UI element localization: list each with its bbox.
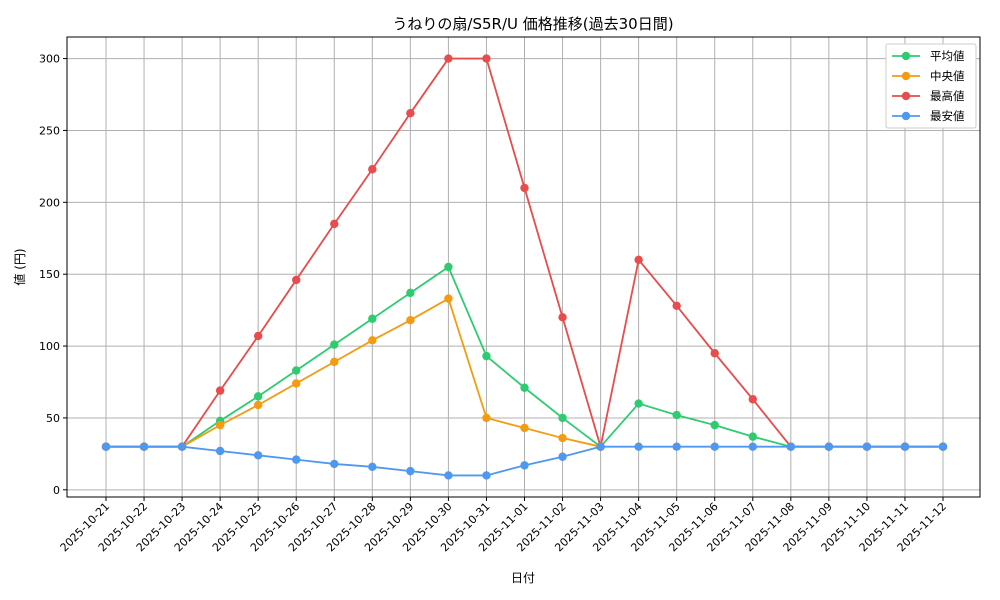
grid xyxy=(67,37,980,497)
data-point xyxy=(520,423,529,433)
data-point xyxy=(558,413,567,423)
y-axis-label: 値 (円) xyxy=(12,248,27,285)
legend-label: 最安値 xyxy=(930,109,965,123)
legend-label: 平均値 xyxy=(930,49,965,63)
data-point xyxy=(253,392,263,401)
series-2 xyxy=(101,294,605,451)
data-point xyxy=(139,442,149,451)
data-point xyxy=(672,410,681,420)
data-point xyxy=(786,442,796,451)
data-point xyxy=(748,395,757,404)
data-point xyxy=(368,165,377,174)
data-point xyxy=(520,383,529,392)
data-point xyxy=(634,399,643,408)
plot-frame xyxy=(66,36,981,498)
data-point xyxy=(710,442,719,451)
data-point xyxy=(482,471,491,480)
data-point xyxy=(292,275,301,285)
legend-marker xyxy=(901,71,911,81)
data-point xyxy=(710,420,719,430)
data-point xyxy=(177,442,187,451)
legend-label: 中央値 xyxy=(930,69,965,83)
data-point xyxy=(482,351,491,361)
data-point xyxy=(444,54,453,63)
y-axis: 0 50 100 150 200 250 300 xyxy=(39,53,67,497)
data-point xyxy=(672,301,681,311)
data-point xyxy=(406,466,415,476)
data-point xyxy=(215,420,225,430)
legend-marker xyxy=(901,51,911,61)
data-point xyxy=(558,313,567,322)
data-point xyxy=(253,331,263,341)
data-point xyxy=(330,340,339,349)
data-point xyxy=(520,461,529,470)
data-point xyxy=(520,183,529,193)
data-point xyxy=(368,336,377,345)
x-axis-label: 日付 xyxy=(511,571,535,585)
y-tick-label: 300 xyxy=(39,53,60,66)
data-point xyxy=(672,442,681,451)
y-tick-label: 100 xyxy=(39,340,60,353)
data-point xyxy=(596,442,605,451)
legend-box xyxy=(885,43,977,129)
data-point xyxy=(292,379,301,388)
legend-label: 最高値 xyxy=(930,89,965,103)
data-point xyxy=(710,349,719,358)
series-4 xyxy=(101,442,948,480)
data-point xyxy=(368,314,377,323)
data-point xyxy=(634,255,643,265)
data-point xyxy=(215,386,225,395)
data-point xyxy=(444,471,453,480)
data-point xyxy=(748,432,757,441)
y-tick-label: 0 xyxy=(53,484,60,497)
chart-title: うねりの扇/S5R/U 価格推移(過去30日間) xyxy=(392,15,673,33)
series-layer xyxy=(101,54,948,480)
data-point xyxy=(482,54,491,63)
data-point xyxy=(406,288,415,298)
data-point xyxy=(253,400,263,410)
data-point xyxy=(938,442,948,451)
data-point xyxy=(558,433,567,443)
legend-marker xyxy=(901,91,911,101)
data-point xyxy=(444,294,453,303)
data-point xyxy=(368,462,377,472)
data-point xyxy=(215,446,225,456)
y-tick-label: 200 xyxy=(39,196,60,209)
data-point xyxy=(292,366,301,375)
data-point xyxy=(253,451,263,460)
y-tick-label: 50 xyxy=(46,412,60,425)
series-line xyxy=(106,297,601,448)
y-tick-label: 250 xyxy=(39,124,60,137)
data-point xyxy=(444,262,453,272)
data-point xyxy=(406,315,415,325)
data-point xyxy=(862,442,872,451)
x-axis: 2025-10-212025-10-222025-10-232025-10-24… xyxy=(58,497,949,554)
data-point xyxy=(101,442,111,451)
data-point xyxy=(330,459,339,469)
data-point xyxy=(330,357,339,367)
legend-marker xyxy=(901,111,911,121)
y-tick-label: 150 xyxy=(39,268,60,281)
data-point xyxy=(634,442,643,451)
data-point xyxy=(482,413,491,423)
data-point xyxy=(292,455,301,464)
data-point xyxy=(330,219,339,229)
data-point xyxy=(748,442,757,451)
data-point xyxy=(406,108,415,118)
data-point xyxy=(558,452,567,461)
data-point xyxy=(824,442,834,451)
data-point xyxy=(900,442,910,451)
